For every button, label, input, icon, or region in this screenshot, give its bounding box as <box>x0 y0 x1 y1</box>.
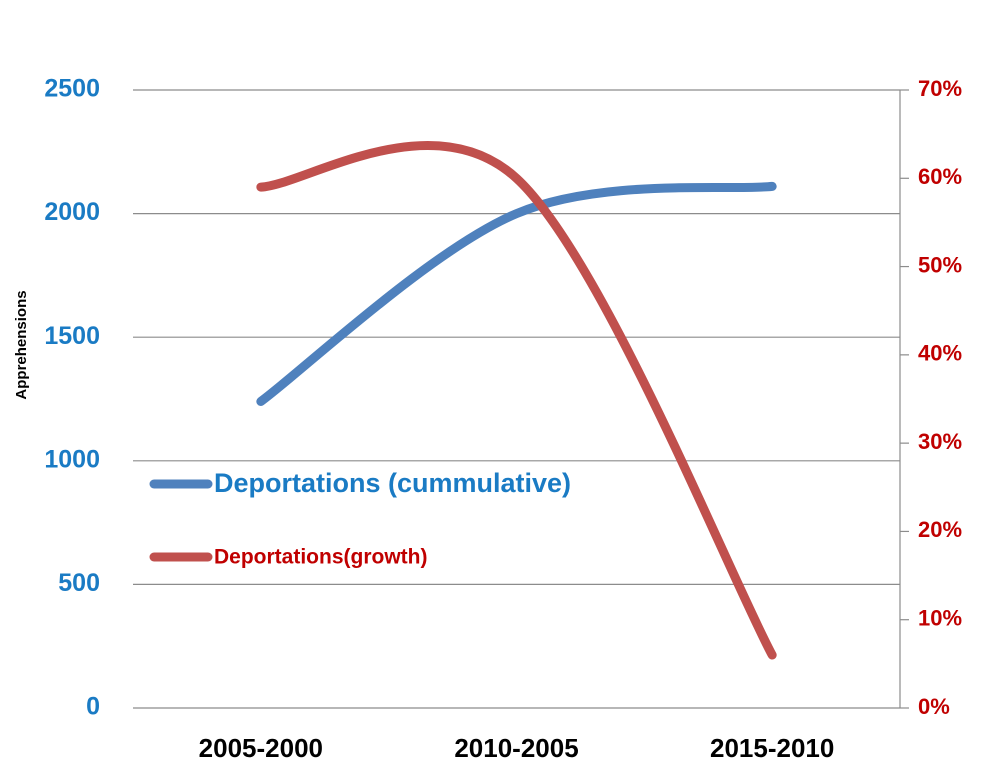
y2-tick-label: 0% <box>918 694 950 719</box>
y-tick-label: 1500 <box>44 322 100 350</box>
legend-label: Deportations(growth) <box>214 546 427 569</box>
y-tick-label: 2500 <box>44 75 100 103</box>
y2-tick-label: 70% <box>918 76 962 101</box>
y2-tick-label: 10% <box>918 606 962 631</box>
series-line <box>256 141 777 660</box>
x-tick-label: 2015-2010 <box>710 733 834 763</box>
y2-tick-label: 50% <box>918 252 962 277</box>
y-tick-label: 1000 <box>44 445 100 473</box>
y2-tick-label: 60% <box>918 164 962 189</box>
x-tick-label: 2010-2005 <box>454 733 578 763</box>
y-tick-label: 0 <box>86 693 100 721</box>
y-tick-label: 2000 <box>44 198 100 226</box>
y-tick-label: 500 <box>58 569 100 597</box>
y2-tick-label: 40% <box>918 341 962 366</box>
y2-tick-label: 20% <box>918 517 962 542</box>
y-axis-title: Apprehensions <box>13 290 30 399</box>
legend-label: Deportations (cummulative) <box>214 468 571 498</box>
y2-tick-label: 30% <box>918 429 962 454</box>
x-tick-label: 2005-2000 <box>199 733 323 763</box>
series-line <box>256 181 777 406</box>
